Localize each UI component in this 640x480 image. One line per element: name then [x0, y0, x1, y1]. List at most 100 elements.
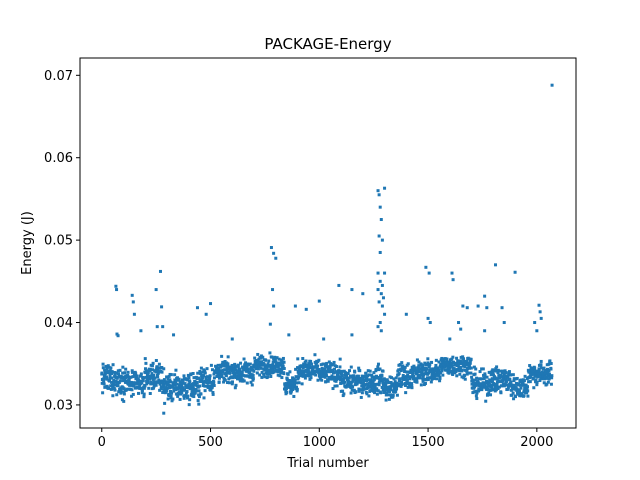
data-point — [376, 271, 380, 275]
data-point — [163, 386, 167, 390]
data-point — [349, 382, 353, 386]
data-point — [129, 380, 133, 384]
data-point — [174, 379, 178, 382]
data-point — [525, 391, 529, 395]
data-point — [339, 381, 343, 385]
data-point — [107, 365, 111, 369]
data-point — [142, 392, 146, 396]
data-point — [484, 381, 488, 385]
data-point — [545, 382, 549, 386]
data-point — [128, 387, 132, 391]
data-point — [328, 365, 332, 369]
data-point — [198, 384, 202, 388]
data-point — [225, 366, 229, 370]
data-point — [113, 388, 117, 392]
data-point — [378, 321, 382, 325]
data-point — [463, 365, 467, 369]
x-tick-label: 1500 — [412, 435, 445, 450]
data-point — [177, 377, 181, 381]
data-point — [117, 380, 121, 384]
data-point — [271, 360, 275, 364]
data-point — [417, 360, 421, 364]
data-point — [109, 366, 113, 370]
data-point — [234, 368, 238, 372]
data-point — [115, 376, 119, 380]
data-point — [293, 378, 297, 382]
data-point — [232, 367, 236, 371]
data-point — [159, 385, 163, 389]
data-point — [442, 363, 446, 367]
data-point — [363, 383, 367, 387]
data-point — [158, 366, 162, 370]
data-point — [488, 370, 492, 374]
data-point — [474, 383, 478, 387]
data-point — [509, 373, 513, 377]
data-point — [168, 378, 172, 382]
data-point — [534, 378, 538, 382]
data-point — [300, 382, 304, 386]
data-point — [144, 371, 148, 375]
data-point — [102, 377, 106, 381]
data-point — [512, 377, 516, 381]
data-point — [108, 379, 112, 383]
data-point — [538, 373, 542, 377]
data-point — [550, 83, 554, 87]
data-point — [189, 385, 193, 389]
data-point — [377, 234, 381, 238]
data-point — [134, 377, 138, 381]
data-point — [415, 358, 419, 362]
data-point — [368, 369, 372, 373]
data-point — [413, 366, 417, 370]
data-point — [212, 380, 216, 384]
data-point — [137, 385, 141, 389]
data-point — [441, 373, 445, 377]
data-point — [534, 371, 538, 375]
data-point — [429, 368, 433, 372]
data-point — [368, 380, 372, 384]
data-point — [120, 376, 124, 380]
data-point — [475, 397, 479, 401]
data-point — [547, 372, 551, 376]
data-point — [169, 373, 173, 377]
data-point — [323, 367, 327, 371]
data-point — [391, 393, 395, 397]
data-point — [350, 388, 354, 392]
data-point — [501, 377, 505, 381]
data-point — [181, 378, 185, 382]
data-point — [340, 381, 344, 385]
data-point — [212, 384, 216, 388]
data-point — [423, 381, 427, 385]
data-point — [238, 379, 242, 383]
data-point — [376, 288, 380, 292]
data-point — [130, 293, 134, 297]
data-point — [494, 367, 498, 371]
data-point — [367, 378, 371, 382]
data-point — [290, 379, 294, 383]
data-point — [512, 397, 516, 401]
data-point — [437, 360, 441, 364]
data-point — [220, 354, 224, 358]
data-point — [115, 332, 119, 336]
data-point — [123, 371, 127, 375]
data-point — [223, 378, 227, 382]
data-point — [450, 364, 454, 368]
data-point — [323, 370, 327, 374]
data-point — [381, 296, 385, 300]
data-point — [406, 373, 410, 377]
data-point — [428, 321, 432, 325]
data-point — [160, 370, 164, 374]
data-point — [381, 388, 385, 392]
data-point — [201, 370, 205, 374]
data-point — [472, 365, 476, 369]
data-point — [383, 390, 387, 394]
data-point — [452, 360, 456, 364]
data-point — [259, 356, 263, 360]
data-point — [121, 375, 125, 379]
data-point — [451, 372, 455, 376]
data-point — [461, 362, 465, 366]
data-point — [135, 374, 139, 378]
data-point — [143, 384, 147, 388]
data-point — [504, 383, 508, 387]
data-point — [505, 383, 509, 387]
data-point — [446, 362, 450, 366]
